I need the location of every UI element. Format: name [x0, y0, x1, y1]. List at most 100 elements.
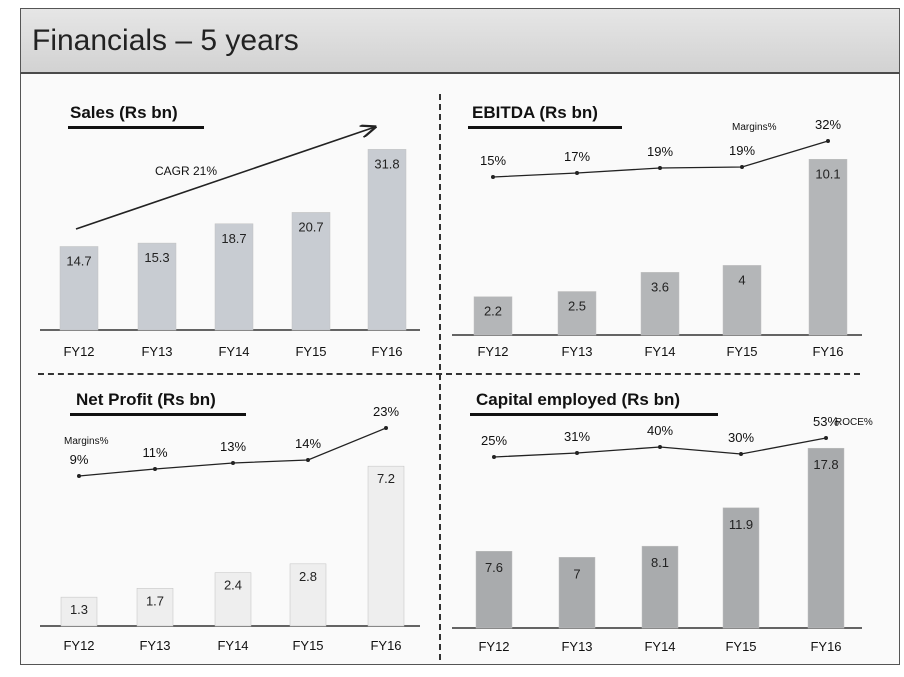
net-profit-value-label: 2.4	[224, 578, 242, 593]
capital-bar-fy14	[641, 545, 679, 629]
net-profit-tick-label: FY15	[292, 638, 323, 653]
net-profit-margin-point	[306, 458, 310, 462]
capital-bar-fy16	[807, 447, 845, 629]
ebitda-title: EBITDA (Rs bn)	[472, 103, 598, 122]
capital-chart: 7.6 FY12 7 FY13 8.1 FY14 11.9 FY15 17.8 FY16 25% 31…	[452, 414, 873, 654]
net-profit-bar-fy15	[289, 563, 327, 627]
net-profit-title: Net Profit (Rs bn)	[76, 390, 216, 409]
net-profit-bar-fy14	[214, 572, 252, 627]
ebitda-value-label: 2.5	[568, 299, 586, 314]
ebitda-margin-point	[575, 171, 579, 175]
horizontal-divider	[38, 373, 860, 375]
ebitda-title-underline	[468, 126, 622, 129]
ebitda-margin-label: 19%	[647, 144, 673, 159]
ebitda-margin-label: 32%	[815, 117, 841, 132]
net-profit-value-label: 1.7	[146, 593, 164, 608]
capital-bar-fy15	[722, 507, 760, 629]
sales-value-label: 31.8	[374, 156, 399, 171]
capital-value-label: 7	[573, 566, 580, 581]
sales-bar-fy12	[59, 246, 99, 331]
ebitda-margin-point	[740, 165, 744, 169]
capital-title-underline	[470, 413, 718, 416]
net-profit-margin-point	[231, 461, 235, 465]
capital-margin-point	[658, 445, 662, 449]
capital-margin-label: 31%	[564, 429, 590, 444]
net-profit-bar-fy13	[136, 588, 174, 627]
capital-value-label: 17.8	[813, 457, 838, 472]
capital-margin-point	[575, 451, 579, 455]
net-profit-margin-point	[153, 467, 157, 471]
ebitda-value-label: 4	[738, 272, 745, 287]
sales-title: Sales (Rs bn)	[70, 103, 178, 122]
net-profit-margin-point	[384, 426, 388, 430]
capital-bar-fy13	[558, 557, 596, 629]
capital-margin-point	[492, 455, 496, 459]
sales-tick-label: FY15	[295, 344, 326, 359]
net-profit-value-label: 1.3	[70, 602, 88, 617]
net-profit-margin-label: 9%	[70, 452, 89, 467]
net-profit-line-series-label: Margins%	[64, 436, 109, 447]
ebitda-bar-fy13	[557, 291, 597, 336]
net-profit-value-label: 7.2	[377, 471, 395, 486]
capital-margin-point	[824, 436, 828, 440]
ebitda-tick-label: FY12	[477, 344, 508, 359]
sales-value-label: 14.7	[66, 254, 91, 269]
sales-value-label: 15.3	[144, 250, 169, 265]
net-profit-margin-label: 14%	[295, 436, 321, 451]
net-profit-title-underline	[70, 413, 246, 416]
net-profit-value-label: 2.8	[299, 569, 317, 584]
ebitda-bar-fy12	[473, 296, 513, 336]
capital-tick-label: FY14	[644, 639, 675, 654]
ebitda-value-label: 2.2	[484, 304, 502, 319]
capital-margin-label: 30%	[728, 430, 754, 445]
capital-tick-label: FY16	[810, 639, 841, 654]
net-profit-tick-label: FY12	[63, 638, 94, 653]
ebitda-bar-fy15	[722, 265, 762, 336]
capital-line-series-label: ROCE%	[835, 417, 873, 428]
capital-tick-label: FY13	[561, 639, 592, 654]
sales-bar-fy13	[137, 242, 177, 331]
sales-cagr-label: CAGR 21%	[155, 164, 217, 178]
page-title: Financials – 5 years	[32, 24, 299, 57]
sales-value-label: 20.7	[298, 219, 323, 234]
ebitda-tick-label: FY14	[644, 344, 675, 359]
sales-value-label: 18.7	[221, 231, 246, 246]
ebitda-chart: 2.2 FY12 2.5 FY13 3.6 FY14 4 FY15 10.1 FY16 15% 17%…	[452, 117, 862, 359]
capital-margin-label: 25%	[481, 433, 507, 448]
sales-bar-fy15	[291, 212, 331, 331]
net-profit-tick-label: FY14	[217, 638, 248, 653]
ebitda-line-series-label: Margins%	[732, 122, 777, 133]
ebitda-margin-label: 19%	[729, 143, 755, 158]
ebitda-margin-point	[491, 175, 495, 179]
ebitda-value-label: 3.6	[651, 279, 669, 294]
ebitda-value-label: 10.1	[815, 166, 840, 181]
ebitda-bar-fy14	[640, 272, 680, 336]
ebitda-tick-label: FY15	[726, 344, 757, 359]
sales-chart: 14.7 FY12 15.3 FY13 18.7 FY14 20.7 FY15 31.8 FY16…	[40, 127, 420, 359]
ebitda-margin-label: 15%	[480, 153, 506, 168]
ebitda-margin-point	[658, 166, 662, 170]
capital-bar-fy12	[475, 550, 513, 629]
sales-tick-label: FY16	[371, 344, 402, 359]
sales-cagr-arrow	[75, 127, 375, 230]
net-profit-bar-fy16	[367, 465, 405, 627]
capital-value-label: 11.9	[729, 517, 753, 532]
sales-tick-label: FY14	[218, 344, 249, 359]
sales-title-underline	[68, 126, 204, 129]
ebitda-tick-label: FY13	[561, 344, 592, 359]
title-bar	[20, 8, 900, 74]
net-profit-margin-label: 23%	[373, 404, 399, 419]
sales-bar-fy14	[214, 223, 254, 331]
ebitda-margin-label: 17%	[564, 149, 590, 164]
capital-margin-label: 40%	[647, 423, 673, 438]
ebitda-bar-fy16	[808, 159, 848, 336]
capital-value-label: 7.6	[485, 560, 503, 575]
ebitda-tick-label: FY16	[812, 344, 843, 359]
capital-margin-label: 53%	[813, 414, 839, 429]
net-profit-margin-label: 11%	[142, 445, 167, 460]
net-profit-tick-label: FY13	[139, 638, 170, 653]
sales-bar-fy16	[367, 149, 407, 331]
capital-margin-point	[739, 452, 743, 456]
capital-tick-label: FY15	[725, 639, 756, 654]
vertical-divider	[439, 94, 441, 660]
